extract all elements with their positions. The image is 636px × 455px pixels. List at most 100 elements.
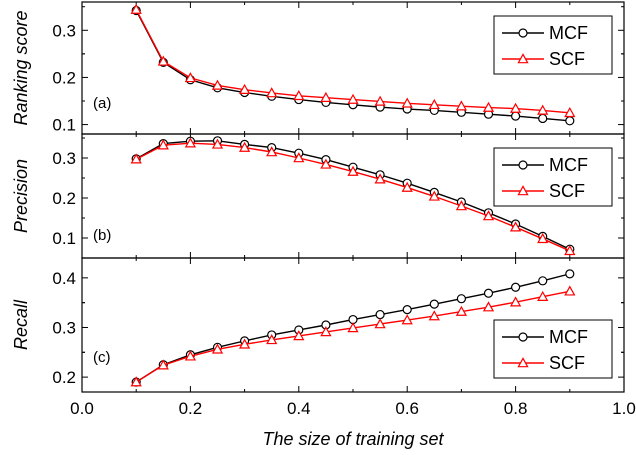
data-point	[564, 244, 576, 256]
series-scf	[130, 137, 576, 256]
data-point	[130, 3, 142, 14]
legend-box	[493, 147, 613, 207]
data-point	[455, 200, 468, 211]
panel-label: (b)	[93, 227, 111, 244]
data-point	[565, 116, 575, 126]
legend-marker	[517, 53, 529, 64]
legend-label: SCF	[549, 181, 585, 201]
panel-label: (a)	[93, 95, 111, 112]
legend-label: SCF	[549, 353, 585, 373]
data-point	[565, 269, 575, 279]
data-point	[184, 350, 197, 361]
legend-marker	[518, 28, 528, 38]
y-tick-label: 0.3	[52, 318, 76, 337]
data-point	[509, 296, 522, 307]
data-point	[347, 93, 359, 104]
data-point	[374, 95, 386, 106]
data-point	[538, 113, 548, 124]
x-tick-label: 0.8	[504, 399, 528, 418]
legend-label: MCF	[549, 327, 588, 347]
data-point	[157, 139, 169, 150]
x-axis-title: The size of training set	[262, 429, 444, 449]
panel-label: (c)	[93, 349, 111, 366]
data-point	[509, 102, 522, 113]
data-point	[184, 72, 197, 83]
data-point	[211, 343, 224, 354]
legend-marker	[517, 185, 529, 196]
data-point	[401, 97, 413, 108]
data-point	[401, 314, 413, 325]
x-tick-label: 0.0	[70, 399, 94, 418]
y-tick-label: 0.1	[52, 116, 76, 135]
data-point	[130, 376, 142, 387]
panel-3: 0.2 0.3 0.4 Recall (c) MCF SCF	[11, 257, 625, 393]
y-tick-label: 0.4	[52, 269, 76, 288]
legend: MCF SCF	[493, 319, 613, 379]
y-tick-label: 0.1	[52, 229, 76, 248]
legend: MCF SCF	[493, 147, 613, 207]
y-tick-label: 0.2	[52, 368, 76, 387]
data-point	[537, 232, 549, 244]
x-tick-label: 0.2	[179, 399, 203, 418]
data-point	[455, 305, 468, 316]
data-point	[510, 282, 521, 292]
data-point	[456, 294, 466, 304]
data-point	[428, 98, 440, 110]
series-scf	[130, 285, 576, 387]
data-point	[130, 153, 142, 164]
y-tick-label: 0.3	[52, 21, 76, 40]
panel-1: 0.1 0.2 0.3 Ranking score (a) MCF SCF	[11, 1, 625, 135]
legend-box	[493, 319, 613, 379]
data-point	[510, 111, 521, 121]
data-point	[509, 221, 522, 232]
data-point	[564, 106, 576, 118]
y-axis-title: Ranking score	[11, 10, 31, 125]
legend-label: SCF	[549, 49, 585, 69]
data-point	[537, 290, 549, 301]
data-point	[538, 276, 548, 286]
y-tick-label: 0.2	[52, 189, 76, 208]
data-point	[401, 181, 413, 192]
data-point	[184, 137, 197, 148]
y-tick-label: 0.2	[52, 68, 76, 87]
legend-box	[493, 15, 613, 75]
data-point	[211, 79, 224, 90]
data-point	[238, 141, 251, 152]
legend-label: MCF	[549, 155, 588, 175]
x-tick-label: 1.0	[612, 399, 636, 418]
legend-label: MCF	[549, 23, 588, 43]
data-point	[320, 326, 332, 337]
data-point	[402, 305, 412, 315]
panel-2: 0.1 0.2 0.3 Precision (b) MCF SCF	[11, 133, 625, 259]
data-point	[374, 318, 386, 329]
data-point	[374, 173, 386, 184]
data-point	[482, 301, 495, 312]
data-point	[293, 152, 305, 163]
data-point	[320, 91, 332, 102]
data-point	[347, 322, 359, 333]
x-axis: 0.0 0.2 0.4 0.6 0.8 1.0 The size of training s…	[70, 399, 636, 449]
data-point	[157, 359, 169, 370]
data-point	[266, 334, 278, 345]
data-point	[428, 310, 440, 321]
y-axis-title: Recall	[11, 299, 31, 350]
data-point	[157, 55, 169, 66]
x-tick-label: 0.4	[287, 399, 311, 418]
y-axis-title: Precision	[11, 159, 31, 233]
data-point	[238, 338, 251, 349]
legend-marker	[518, 332, 528, 342]
data-point	[320, 158, 332, 169]
data-point	[483, 288, 494, 298]
data-point	[347, 165, 359, 176]
data-point	[428, 190, 440, 201]
data-point	[537, 104, 549, 115]
data-point	[238, 83, 251, 94]
data-point	[293, 330, 305, 341]
x-tick-label: 0.6	[395, 399, 419, 418]
series-scf	[130, 3, 576, 118]
data-point	[455, 100, 468, 111]
data-point	[266, 87, 278, 98]
legend-marker	[518, 160, 528, 170]
data-point	[482, 101, 495, 112]
